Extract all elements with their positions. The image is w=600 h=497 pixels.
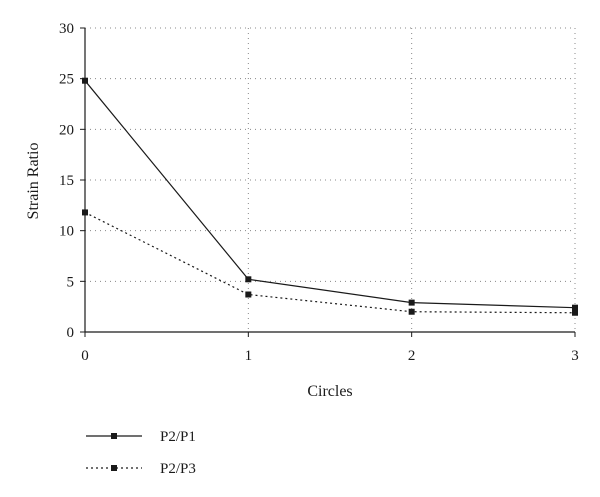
data-point-p2-p3-0 (82, 209, 88, 216)
data-point-p2-p1-1 (245, 276, 252, 283)
data-point-p2-p3-3 (572, 309, 578, 316)
x-axis-title: Circles (307, 383, 352, 400)
legend-marker-p2-p3 (111, 465, 117, 471)
x-tick-label-3: 3 (571, 348, 579, 364)
y-tick-label-5: 5 (67, 274, 75, 290)
legend-marker-p2-p1 (111, 433, 117, 439)
y-tick-label-25: 25 (59, 72, 74, 88)
tick-labels: 0 5 10 15 20 25 30 0 1 2 3 (59, 21, 579, 364)
grid-lines (85, 27, 576, 332)
y-tick-label-15: 15 (59, 173, 74, 189)
legend-label-p2-p3: P2/P3 (160, 461, 196, 477)
y-axis-title: Strain Ratio (25, 143, 42, 220)
series-line-p2-p1 (84, 80, 576, 309)
x-tick-label-2: 2 (408, 348, 416, 364)
data-point-p2-p3-2 (408, 308, 415, 315)
series-line-p2-p3 (84, 211, 576, 314)
legend-item-p2-p3: P2/P3 (86, 461, 196, 477)
data-point-p2-p3-1 (245, 291, 252, 298)
data-point-p2-p1-3 (572, 304, 578, 311)
data-point-p2-p1-2 (408, 299, 415, 306)
legend: P2/P1 P2/P3 (86, 429, 196, 477)
x-tick-label-0: 0 (81, 348, 89, 364)
series (82, 77, 578, 316)
y-tick-label-0: 0 (67, 325, 75, 341)
x-tick-label-1: 1 (245, 348, 253, 364)
y-tick-label-20: 20 (59, 122, 74, 138)
legend-item-p2-p1: P2/P1 (86, 429, 196, 445)
data-point-p2-p1-0 (82, 77, 88, 84)
y-tick-label-30: 30 (59, 21, 74, 37)
legend-label-p2-p1: P2/P1 (160, 429, 196, 445)
y-tick-label-10: 10 (59, 224, 74, 240)
